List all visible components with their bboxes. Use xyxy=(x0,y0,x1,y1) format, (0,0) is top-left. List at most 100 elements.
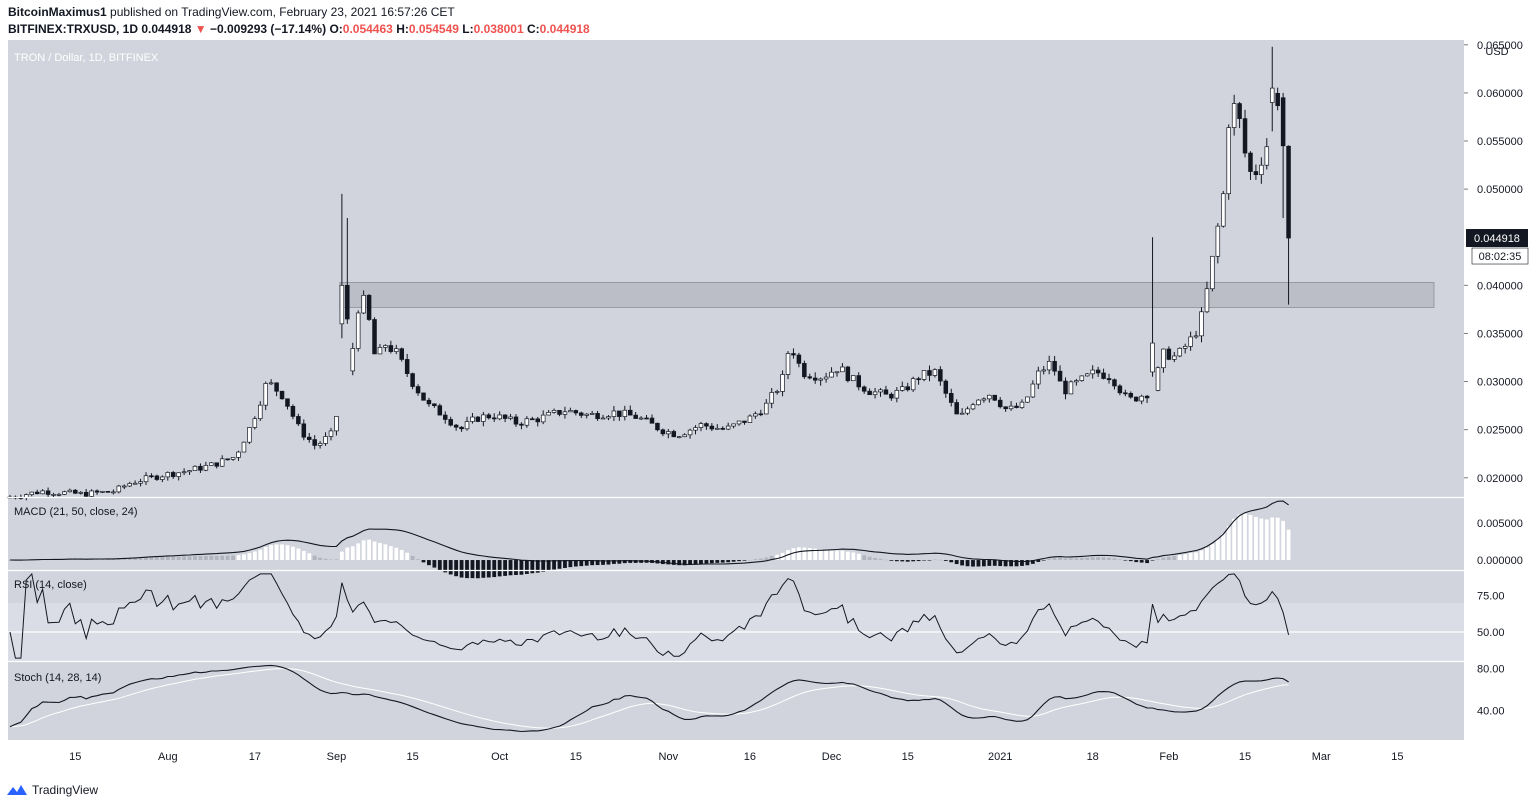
candle-body xyxy=(372,319,377,355)
time-tick-label: 15 xyxy=(406,751,418,763)
macd-histogram-bar xyxy=(95,559,99,561)
candle-body xyxy=(627,409,633,416)
candle-body xyxy=(644,417,649,420)
macd-histogram-bar xyxy=(280,544,284,561)
candle-body xyxy=(687,429,693,436)
candle-body xyxy=(851,375,856,382)
candle-body xyxy=(502,414,508,419)
macd-histogram-bar xyxy=(410,556,415,561)
macd-histogram-bar xyxy=(350,546,355,561)
macd-histogram-bar xyxy=(1074,558,1079,561)
candle-body xyxy=(600,417,606,420)
tradingview-logo-icon xyxy=(7,785,27,795)
time-axis[interactable]: 15 Aug 17 Sep 15 Oct 15 Nov 16 Dec 15 2021 18 Feb 15 Ma… xyxy=(69,751,1403,763)
candle-body xyxy=(1068,381,1074,395)
candle-body xyxy=(296,416,301,425)
candle-body xyxy=(807,376,813,379)
candle-body xyxy=(83,491,89,497)
macd-histogram-bar xyxy=(737,560,741,562)
macd-histogram-bar xyxy=(291,546,295,561)
candle-body xyxy=(1074,380,1079,383)
close-label: C: xyxy=(527,22,540,36)
macd-histogram-bar xyxy=(764,557,769,561)
macd-histogram-bar xyxy=(454,560,459,577)
time-tick-label: 2021 xyxy=(988,751,1012,763)
candle-body xyxy=(584,413,589,416)
rsi-line xyxy=(9,572,1290,659)
candle-body xyxy=(823,376,829,380)
candle-body xyxy=(78,491,83,494)
macd-histogram-bar xyxy=(318,557,323,561)
macd-histogram-bar xyxy=(1085,557,1090,561)
macd-histogram-bar xyxy=(307,553,312,561)
macd-histogram-bar xyxy=(1020,560,1024,566)
macd-histogram-bar xyxy=(345,547,350,561)
candle-body xyxy=(170,472,176,477)
countdown-label: 08:02:35 xyxy=(1479,251,1522,263)
macd-histogram-bar xyxy=(372,541,377,561)
candle-body xyxy=(1253,171,1259,176)
candle-body xyxy=(1248,152,1253,172)
candle-body xyxy=(350,348,356,372)
candle-body xyxy=(785,353,791,375)
candle-body xyxy=(1019,401,1025,408)
macd-histogram-bar xyxy=(475,560,480,579)
candle-body xyxy=(997,399,1003,408)
candle-body xyxy=(301,423,307,438)
candle-body xyxy=(1166,348,1172,360)
candle-body xyxy=(682,434,687,438)
candle-body xyxy=(562,411,568,415)
candle-body xyxy=(557,410,562,415)
macd-histogram-bar xyxy=(704,560,709,564)
macd-histogram-bar xyxy=(976,560,981,567)
candle-body xyxy=(230,457,236,460)
candle-body xyxy=(486,414,492,419)
macd-histogram-bar xyxy=(726,560,731,563)
macd-histogram-bar xyxy=(160,556,165,561)
macd-histogram-bar xyxy=(236,555,241,561)
macd-histogram-bar xyxy=(225,555,230,561)
macd-histogram-bar xyxy=(269,545,274,561)
candle-body xyxy=(1275,92,1280,107)
last-price: 0.044918 xyxy=(141,22,192,36)
candle-body xyxy=(328,430,334,437)
candle-body xyxy=(1269,87,1275,103)
time-tick-label: Mar xyxy=(1312,751,1331,763)
candle-body xyxy=(1182,346,1188,349)
macd-histogram-bar xyxy=(965,560,970,567)
candle-body xyxy=(73,489,78,494)
candle-body xyxy=(780,374,785,392)
candle-body xyxy=(720,427,725,430)
candle-body xyxy=(1057,370,1063,382)
candle-body xyxy=(970,404,976,410)
macd-histogram-bar xyxy=(427,560,431,566)
candle-body xyxy=(1172,355,1177,360)
macd-histogram-bar xyxy=(557,560,562,569)
tradingview-footer[interactable]: TradingView xyxy=(6,780,98,800)
macd-histogram-bar xyxy=(1069,558,1073,561)
symbol-label[interactable]: BITFINEX:TRXUSD, 1D xyxy=(8,22,139,36)
macd-histogram-bar xyxy=(949,560,954,563)
candle-body xyxy=(638,417,644,420)
chart-svg[interactable]: 0.005000 0.000000 75.00 50.00 80.00 40.00 U… xyxy=(0,40,1536,778)
macd-histogram-bar xyxy=(1117,559,1122,561)
candle-body xyxy=(921,370,927,380)
candle-body xyxy=(1161,348,1166,369)
chart-area[interactable]: 0.005000 0.000000 75.00 50.00 80.00 40.00 U… xyxy=(0,40,1536,778)
candle-body xyxy=(345,284,350,320)
candle-body xyxy=(1188,336,1193,347)
macd-histogram-bar xyxy=(878,558,883,561)
macd-histogram-bar xyxy=(1052,557,1057,561)
candle-body xyxy=(774,391,780,393)
candle-body xyxy=(203,464,209,471)
macd-histogram-bar xyxy=(595,560,600,566)
author-name[interactable]: BitcoinMaximus1 xyxy=(8,5,107,19)
time-tick-label: Dec xyxy=(822,751,842,763)
macd-histogram-bar xyxy=(769,555,774,561)
candle-body xyxy=(491,417,497,420)
candle-body xyxy=(992,394,998,401)
candle-body xyxy=(916,378,921,381)
macd-histogram-bar xyxy=(1183,554,1188,561)
time-tick-label: 15 xyxy=(902,751,914,763)
